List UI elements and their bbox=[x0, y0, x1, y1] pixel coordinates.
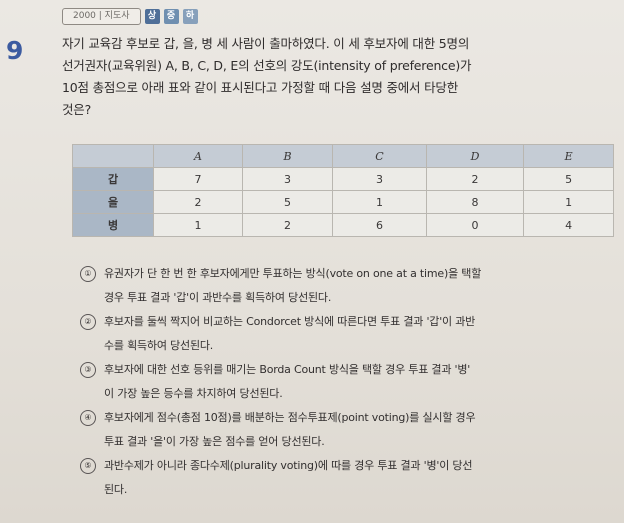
table-cell: 3 bbox=[332, 167, 427, 191]
table-cell: 3 bbox=[241, 167, 334, 191]
question-number: 9 bbox=[6, 36, 24, 65]
table-row: 을 2 5 1 8 1 bbox=[72, 190, 614, 214]
answer-option-2[interactable]: ② 후보자를 둘씩 짝지어 비교하는 Condorcet 방식에 따른다면 투표… bbox=[72, 310, 617, 358]
column-header-b: B bbox=[241, 144, 334, 168]
table-cell: 1 bbox=[153, 213, 243, 237]
table-corner-cell bbox=[72, 144, 154, 168]
answer-option-4[interactable]: ④ 후보자에게 점수(총점 10점)를 배분하는 점수투표제(point vot… bbox=[72, 406, 617, 454]
table-cell: 7 bbox=[153, 167, 243, 191]
column-header-c: C bbox=[332, 144, 427, 168]
table-cell: 4 bbox=[523, 213, 614, 237]
option-line: 과반수제가 아니라 종다수제(plurality voting)에 따를 경우 … bbox=[104, 459, 473, 472]
difficulty-badge-low: 하 bbox=[182, 9, 198, 24]
difficulty-header: 2000 | 지도사 상 중 하 bbox=[62, 8, 198, 25]
question-line: 선거권자(교육위원) A, B, C, D, E의 선호의 강도(intensi… bbox=[62, 58, 472, 73]
option-text: 유권자가 단 한 번 한 후보자에게만 투표하는 방식(vote on one … bbox=[104, 262, 617, 310]
option-text: 후보자를 둘씩 짝지어 비교하는 Condorcet 방식에 따른다면 투표 결… bbox=[104, 310, 617, 358]
question-stem: 자기 교육감 후보로 갑, 을, 병 세 사람이 출마하였다. 이 세 후보자에… bbox=[62, 33, 614, 121]
table-cell: 5 bbox=[241, 190, 334, 214]
option-line: 유권자가 단 한 번 한 후보자에게만 투표하는 방식(vote on one … bbox=[104, 267, 482, 280]
table-cell: 0 bbox=[425, 213, 525, 237]
question-line: 것은? bbox=[62, 102, 92, 117]
option-number: ⑤ bbox=[80, 458, 96, 474]
source-tag: 2000 | 지도사 bbox=[62, 8, 141, 25]
column-header-a: A bbox=[153, 144, 243, 168]
answer-option-1[interactable]: ① 유권자가 단 한 번 한 후보자에게만 투표하는 방식(vote on on… bbox=[72, 262, 617, 310]
answer-options: ① 유권자가 단 한 번 한 후보자에게만 투표하는 방식(vote on on… bbox=[72, 262, 617, 502]
table-cell: 2 bbox=[153, 190, 243, 214]
option-text: 후보자에 대한 선호 등위를 매기는 Borda Count 방식을 택할 경우… bbox=[104, 358, 617, 406]
preference-table: A B C D E 갑 7 3 3 2 5 을 2 5 1 8 1 bbox=[72, 144, 614, 237]
table-cell: 2 bbox=[241, 213, 334, 237]
table-cell: 1 bbox=[332, 190, 427, 214]
row-label: 갑 bbox=[72, 167, 154, 191]
column-header-e: E bbox=[523, 144, 614, 168]
table-cell: 2 bbox=[425, 167, 525, 191]
answer-option-3[interactable]: ③ 후보자에 대한 선호 등위를 매기는 Borda Count 방식을 택할 … bbox=[72, 358, 617, 406]
table-cell: 1 bbox=[523, 190, 614, 214]
table-cell: 5 bbox=[523, 167, 614, 191]
option-line: 후보자를 둘씩 짝지어 비교하는 Condorcet 방식에 따른다면 투표 결… bbox=[104, 315, 476, 328]
option-number: ② bbox=[80, 314, 96, 330]
table-header-row: A B C D E bbox=[72, 144, 614, 168]
option-line: 투표 결과 '을'이 가장 높은 점수를 얻어 당선된다. bbox=[104, 435, 325, 448]
difficulty-badge-mid: 중 bbox=[163, 9, 179, 24]
row-label: 병 bbox=[72, 213, 154, 237]
option-text: 후보자에게 점수(총점 10점)를 배분하는 점수투표제(point votin… bbox=[104, 406, 617, 454]
question-line: 10점 총점으로 아래 표와 같이 표시된다고 가정할 때 다음 설명 중에서 … bbox=[62, 80, 459, 95]
option-line: 수를 획득하여 당선된다. bbox=[104, 339, 214, 352]
option-line: 후보자에게 점수(총점 10점)를 배분하는 점수투표제(point votin… bbox=[104, 411, 476, 424]
option-line: 된다. bbox=[104, 483, 128, 496]
option-line: 경우 투표 결과 '갑'이 과반수를 획득하여 당선된다. bbox=[104, 291, 332, 304]
table-row: 병 1 2 6 0 4 bbox=[72, 213, 614, 237]
option-number: ④ bbox=[80, 410, 96, 426]
row-label: 을 bbox=[72, 190, 154, 214]
question-line: 자기 교육감 후보로 갑, 을, 병 세 사람이 출마하였다. 이 세 후보자에… bbox=[62, 36, 470, 51]
option-number: ① bbox=[80, 266, 96, 282]
difficulty-badge-high: 상 bbox=[144, 9, 160, 24]
table-row: 갑 7 3 3 2 5 bbox=[72, 167, 614, 191]
answer-option-5[interactable]: ⑤ 과반수제가 아니라 종다수제(plurality voting)에 따를 경… bbox=[72, 454, 617, 502]
table-cell: 8 bbox=[425, 190, 525, 214]
option-line: 이 가장 높은 등수를 차지하여 당선된다. bbox=[104, 387, 283, 400]
table-cell: 6 bbox=[332, 213, 427, 237]
column-header-d: D bbox=[425, 144, 525, 168]
option-text: 과반수제가 아니라 종다수제(plurality voting)에 따를 경우 … bbox=[104, 454, 617, 502]
option-line: 후보자에 대한 선호 등위를 매기는 Borda Count 방식을 택할 경우… bbox=[104, 363, 471, 376]
option-number: ③ bbox=[80, 362, 96, 378]
